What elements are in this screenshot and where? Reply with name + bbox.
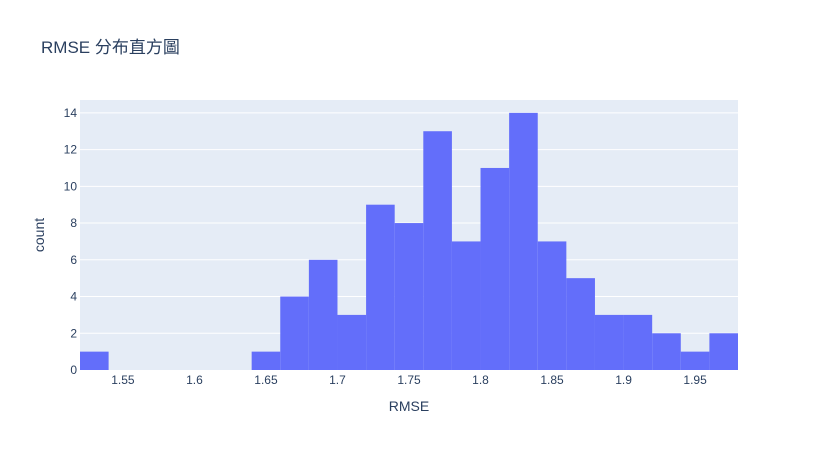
histogram-bar [509,112,538,370]
y-axis-ticks: 0 2 4 6 8 10 12 14 [64,106,78,377]
histogram-bar [709,333,738,370]
histogram-bar [80,351,109,370]
x-tick-label: 1.55 [111,373,135,387]
histogram-bar [652,333,681,370]
x-tick-label: 1.6 [186,373,203,387]
y-tick-label: 14 [64,106,78,120]
x-tick-label: 1.8 [472,373,489,387]
x-tick-label: 1.7 [329,373,346,387]
histogram-bar [623,314,653,370]
x-tick-label: 1.9 [615,373,632,387]
histogram-bar [423,131,452,370]
y-tick-label: 4 [70,290,77,304]
y-tick-label: 12 [64,143,78,157]
y-tick-label: 6 [70,253,77,267]
histogram-bar [537,241,567,370]
y-tick-label: 10 [64,179,78,193]
histogram-bar [251,351,281,370]
histogram-bar [451,241,481,370]
histogram-bar [308,259,338,370]
x-tick-label: 1.65 [254,373,278,387]
x-axis-title: RMSE [389,398,429,414]
y-axis-title: count [31,218,47,252]
histogram-bar [280,296,309,370]
y-tick-label: 0 [70,363,77,377]
x-tick-label: 1.75 [397,373,421,387]
y-tick-label: 2 [70,326,77,340]
x-axis-ticks: 1.55 1.6 1.65 1.7 1.75 1.8 1.85 1.9 1.95 [111,373,707,387]
histogram-bar [366,204,395,370]
histogram-bar [594,314,624,370]
y-tick-label: 8 [70,216,77,230]
chart-title: RMSE 分布直方圖 [41,38,180,57]
histogram-bar [394,223,424,370]
histogram-bar [680,351,710,370]
histogram-bar [337,314,367,370]
histogram-bar [480,167,510,370]
histogram-bar [566,278,595,370]
histogram-bars [80,112,738,370]
x-tick-label: 1.85 [540,373,564,387]
x-tick-label: 1.95 [683,373,707,387]
